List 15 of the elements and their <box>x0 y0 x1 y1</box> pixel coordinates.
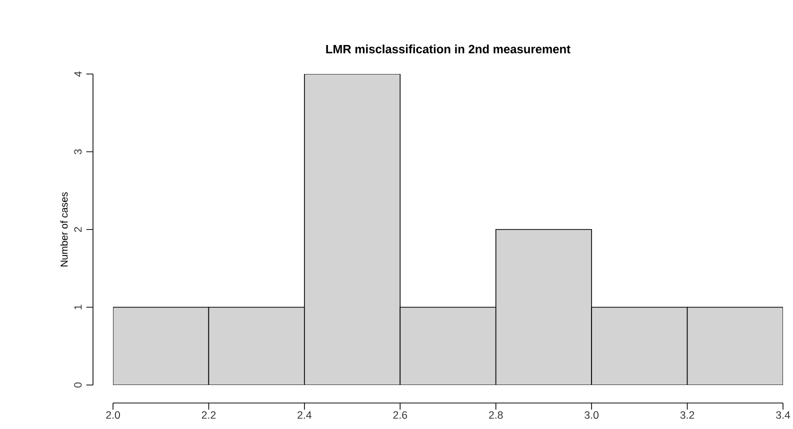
x-tick-label: 2.8 <box>489 411 503 419</box>
y-tick-label: 1 <box>74 304 82 310</box>
chart-title: LMR misclassification in 2nd measurement <box>326 44 570 54</box>
y-tick-label: 4 <box>74 71 82 77</box>
x-tick-label: 3.0 <box>584 411 599 419</box>
x-tick-label: 2.0 <box>106 411 120 419</box>
x-tick-label: 2.4 <box>298 411 312 419</box>
x-tick-label: 2.2 <box>202 411 216 419</box>
y-tick-label: 2 <box>74 227 82 232</box>
y-tick-label: 3 <box>74 149 82 154</box>
x-tick-label: 3.4 <box>776 411 790 419</box>
y-tick-label: 0 <box>74 382 82 388</box>
x-tick-label: 3.2 <box>680 411 694 419</box>
y-axis-title: Number of cases <box>60 192 68 266</box>
x-tick-label: 2.6 <box>393 411 408 419</box>
